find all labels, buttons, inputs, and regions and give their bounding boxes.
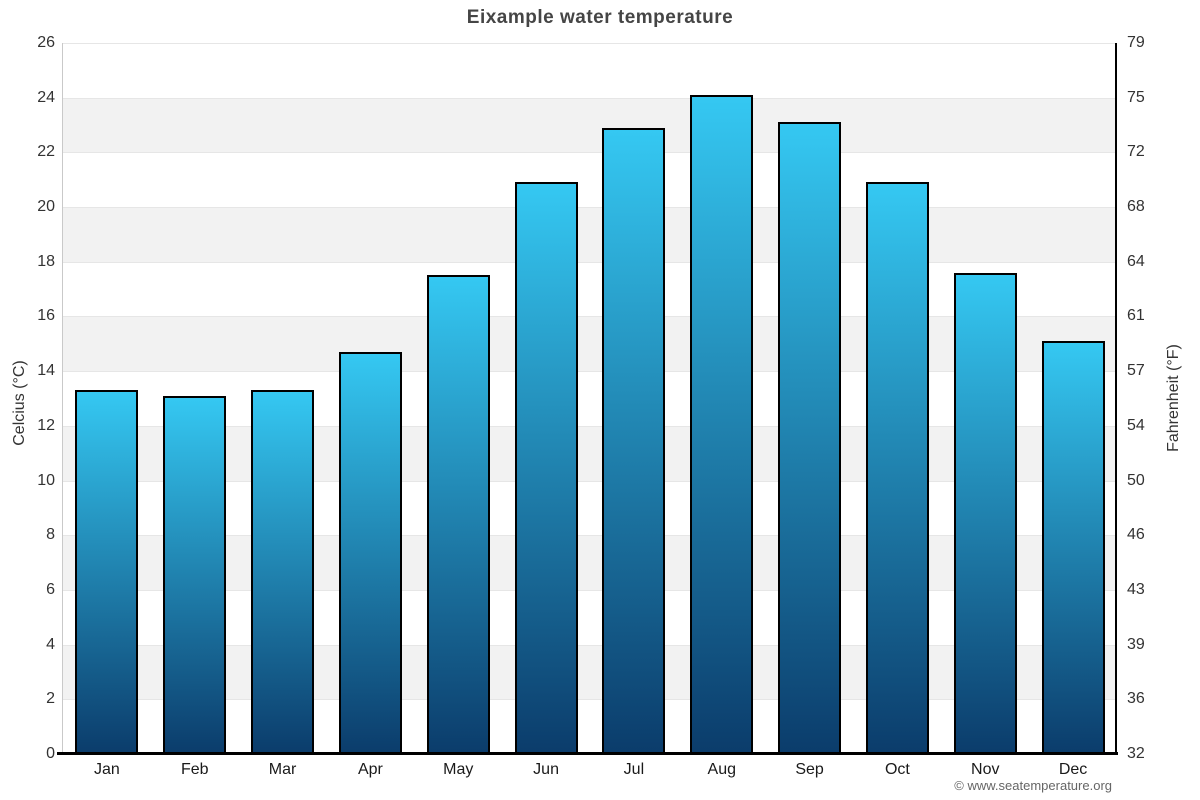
plot-band	[63, 644, 1117, 700]
y-tick-label-celsius: 26	[37, 34, 55, 51]
plot-band	[63, 97, 1117, 153]
y-tick-label-celsius: 12	[37, 416, 55, 434]
x-tick-label-jul: Jul	[623, 761, 645, 778]
y-tick-label-fahrenheit: 50	[1127, 471, 1145, 489]
plot-band	[63, 425, 1117, 481]
y-axis-line-right	[1115, 43, 1117, 755]
chart-title: Eixample water temperature	[466, 7, 734, 28]
gridline	[63, 261, 1117, 263]
bar-sep[interactable]	[778, 122, 842, 754]
gridline	[63, 589, 1117, 591]
x-axis-line	[57, 752, 1118, 755]
gridline	[63, 97, 1117, 99]
x-tick-label-sep: Sep	[795, 761, 824, 778]
y-tick-label-fahrenheit: 79	[1127, 34, 1145, 51]
y-tick-label-fahrenheit: 61	[1127, 307, 1145, 325]
bar-aug[interactable]	[690, 94, 754, 754]
y-tick-label-fahrenheit: 32	[1127, 745, 1145, 762]
y-tick-label-fahrenheit: 54	[1127, 416, 1145, 434]
x-tick-label-may: May	[443, 761, 474, 778]
y-axis-title-celsius: Celcius (°C)	[11, 360, 28, 446]
bar-oct[interactable]	[865, 182, 929, 754]
y-tick-label-celsius: 4	[46, 635, 55, 653]
y-tick-label-celsius: 0	[46, 745, 55, 762]
bar-feb[interactable]	[163, 395, 227, 754]
gridline	[63, 152, 1117, 154]
x-tick-label-mar: Mar	[268, 761, 297, 778]
bar-jul[interactable]	[602, 127, 666, 754]
y-tick-label-fahrenheit: 64	[1127, 252, 1145, 270]
y-tick-label-celsius: 16	[37, 307, 55, 325]
y-tick-label-celsius: 8	[46, 526, 55, 544]
y-axis-title-fahrenheit: Fahrenheit (°F)	[1165, 344, 1182, 452]
bar-may[interactable]	[426, 275, 490, 754]
gridline	[63, 371, 1117, 373]
bar-jan[interactable]	[75, 390, 139, 754]
plot-band	[63, 207, 1117, 262]
x-tick-label-jan: Jan	[94, 761, 120, 778]
y-tick-label-fahrenheit: 68	[1127, 198, 1145, 216]
x-tick-label-apr: Apr	[357, 761, 383, 778]
y-tick-label-celsius: 10	[37, 471, 55, 489]
y-tick-label-celsius: 20	[37, 198, 55, 216]
y-tick-label-celsius: 6	[46, 580, 55, 598]
y-tick-label-fahrenheit: 39	[1127, 635, 1145, 653]
plot-band	[63, 535, 1117, 590]
gridline	[63, 535, 1117, 537]
bar-jun[interactable]	[514, 182, 578, 754]
x-tick-label-jun: Jun	[533, 761, 559, 778]
x-tick-label-nov: Nov	[971, 761, 1000, 778]
gridline	[63, 316, 1117, 318]
y-tick-label-celsius: 18	[37, 252, 55, 270]
x-tick-label-dec: Dec	[1058, 761, 1088, 778]
y-tick-label-fahrenheit: 46	[1127, 526, 1145, 544]
bar-mar[interactable]	[251, 390, 315, 754]
y-tick-label-fahrenheit: 75	[1127, 88, 1145, 106]
gridline	[63, 207, 1117, 209]
x-tick-label-feb: Feb	[180, 761, 209, 778]
x-tick-label-oct: Oct	[884, 761, 910, 778]
plot-area	[63, 43, 1117, 754]
y-tick-label-fahrenheit: 72	[1127, 143, 1145, 161]
y-tick-label-fahrenheit: 36	[1127, 690, 1145, 708]
y-tick-label-fahrenheit: 57	[1127, 362, 1145, 380]
bar-nov[interactable]	[953, 272, 1017, 754]
plot-band	[63, 316, 1117, 372]
y-tick-label-fahrenheit: 43	[1127, 580, 1145, 598]
y-tick-label-celsius: 2	[46, 690, 55, 708]
gridline	[63, 480, 1117, 482]
copyright-credit: © www.seatemperature.org	[954, 778, 1112, 793]
gridline	[63, 699, 1117, 701]
y-tick-label-celsius: 14	[37, 362, 55, 380]
x-tick-label-aug: Aug	[707, 761, 736, 778]
bar-apr[interactable]	[338, 352, 402, 754]
gridline	[63, 425, 1117, 427]
y-axis-line-left	[62, 43, 63, 754]
bar-dec[interactable]	[1041, 341, 1105, 754]
y-tick-label-celsius: 22	[37, 143, 55, 161]
gridline	[63, 43, 1117, 44]
y-tick-label-celsius: 24	[37, 88, 55, 106]
gridline	[63, 644, 1117, 646]
